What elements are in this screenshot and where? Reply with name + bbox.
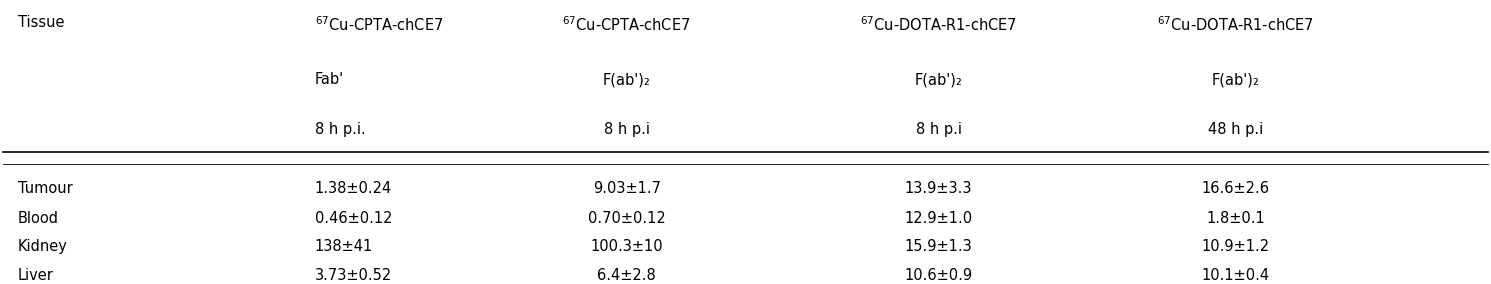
Text: Kidney: Kidney (18, 239, 67, 254)
Text: F(ab')₂: F(ab')₂ (1212, 72, 1260, 87)
Text: 12.9±1.0: 12.9±1.0 (905, 211, 972, 226)
Text: 3.73±0.52: 3.73±0.52 (315, 268, 392, 283)
Text: 15.9±1.3: 15.9±1.3 (905, 239, 972, 254)
Text: Tumour: Tumour (18, 181, 73, 197)
Text: 8 h p.i.: 8 h p.i. (315, 122, 365, 137)
Text: $^{67}$Cu-CPTA-chCE7: $^{67}$Cu-CPTA-chCE7 (562, 15, 690, 34)
Text: 10.1±0.4: 10.1±0.4 (1202, 268, 1270, 283)
Text: 0.46±0.12: 0.46±0.12 (315, 211, 392, 226)
Text: Fab': Fab' (315, 72, 344, 87)
Text: Blood: Blood (18, 211, 58, 226)
Text: 16.6±2.6: 16.6±2.6 (1202, 181, 1270, 197)
Text: F(ab')₂: F(ab')₂ (602, 72, 650, 87)
Text: 100.3±10: 100.3±10 (590, 239, 663, 254)
Text: 10.9±1.2: 10.9±1.2 (1202, 239, 1270, 254)
Text: 138±41: 138±41 (315, 239, 373, 254)
Text: 48 h p.i: 48 h p.i (1208, 122, 1263, 137)
Text: 0.70±0.12: 0.70±0.12 (587, 211, 665, 226)
Text: F(ab')₂: F(ab')₂ (914, 72, 963, 87)
Text: 8 h p.i: 8 h p.i (915, 122, 962, 137)
Text: Liver: Liver (18, 268, 54, 283)
Text: $^{67}$Cu-CPTA-chCE7: $^{67}$Cu-CPTA-chCE7 (315, 15, 443, 34)
Text: 1.38±0.24: 1.38±0.24 (315, 181, 392, 197)
Text: 9.03±1.7: 9.03±1.7 (592, 181, 661, 197)
Text: 10.6±0.9: 10.6±0.9 (905, 268, 972, 283)
Text: 13.9±3.3: 13.9±3.3 (905, 181, 972, 197)
Text: $^{67}$Cu-DOTA-R1-chCE7: $^{67}$Cu-DOTA-R1-chCE7 (860, 15, 1017, 34)
Text: 6.4±2.8: 6.4±2.8 (598, 268, 656, 283)
Text: 8 h p.i: 8 h p.i (604, 122, 650, 137)
Text: 1.8±0.1: 1.8±0.1 (1206, 211, 1264, 226)
Text: Tissue: Tissue (18, 15, 64, 30)
Text: $^{67}$Cu-DOTA-R1-chCE7: $^{67}$Cu-DOTA-R1-chCE7 (1157, 15, 1314, 34)
